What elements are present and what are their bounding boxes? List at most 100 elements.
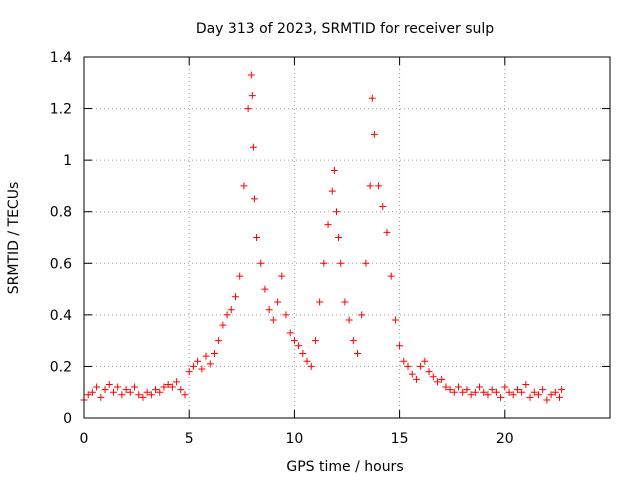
- data-point: [261, 285, 269, 293]
- data-point: [130, 383, 138, 391]
- data-point: [324, 221, 332, 229]
- data-point: [539, 386, 547, 394]
- data-point: [198, 365, 206, 373]
- data-point: [459, 388, 467, 396]
- data-point: [88, 388, 96, 396]
- data-point: [522, 380, 530, 388]
- data-point: [164, 380, 172, 388]
- data-point: [349, 337, 357, 345]
- data-point: [337, 259, 345, 267]
- y-tick-label: 0.2: [50, 359, 72, 375]
- data-point: [231, 293, 239, 301]
- data-point: [442, 383, 450, 391]
- y-tick-label: 0.6: [50, 256, 72, 272]
- data-point: [227, 306, 235, 314]
- data-point: [530, 388, 538, 396]
- data-point: [463, 386, 471, 394]
- data-point: [253, 234, 261, 241]
- data-point: [341, 298, 349, 306]
- data-point: [484, 391, 492, 399]
- x-tick-label: 5: [185, 431, 194, 447]
- data-point: [558, 386, 566, 394]
- data-point: [513, 386, 521, 394]
- data-point: [307, 362, 315, 370]
- data-point: [476, 383, 484, 391]
- data-point: [400, 357, 408, 365]
- data-point: [425, 368, 433, 376]
- data-point: [316, 298, 324, 306]
- data-point: [249, 143, 257, 151]
- data-point: [177, 386, 185, 394]
- y-tick-label: 0.8: [50, 205, 72, 221]
- data-point: [299, 350, 307, 358]
- data-point: [236, 272, 244, 280]
- data-point: [332, 208, 340, 216]
- data-point: [446, 386, 454, 394]
- data-point: [290, 337, 298, 345]
- data-point: [278, 272, 286, 280]
- data-points: [80, 71, 566, 404]
- data-point: [244, 105, 252, 113]
- data-point: [240, 182, 248, 190]
- data-point: [387, 272, 395, 280]
- data-point: [194, 357, 202, 365]
- data-point: [330, 166, 338, 174]
- data-point: [429, 373, 437, 381]
- gridlines: [84, 57, 610, 418]
- data-point: [215, 337, 223, 345]
- data-point: [467, 391, 475, 399]
- data-point: [480, 388, 488, 396]
- data-point: [109, 388, 117, 396]
- data-point: [122, 386, 130, 394]
- data-point: [97, 393, 105, 401]
- data-point: [114, 383, 122, 391]
- data-point: [438, 375, 446, 383]
- data-point: [518, 388, 526, 396]
- data-point: [320, 259, 328, 267]
- data-point: [471, 388, 479, 396]
- data-point: [335, 234, 343, 241]
- data-point: [370, 130, 378, 138]
- data-point: [250, 195, 258, 203]
- data-point: [455, 383, 463, 391]
- data-point: [551, 388, 559, 396]
- data-point: [543, 396, 551, 404]
- x-tick-label: 20: [496, 431, 514, 447]
- chart-title: Day 313 of 2023, SRMTID for receiver sul…: [196, 21, 494, 37]
- data-point: [534, 391, 542, 399]
- data-point: [156, 388, 164, 396]
- data-point: [135, 391, 143, 399]
- data-point: [93, 383, 101, 391]
- data-point: [101, 386, 109, 394]
- data-point: [219, 321, 227, 329]
- data-point: [152, 386, 160, 394]
- data-point: [375, 182, 383, 190]
- x-tick-label: 15: [391, 431, 409, 447]
- data-point: [303, 357, 311, 365]
- data-point: [421, 357, 429, 365]
- data-point: [526, 393, 534, 401]
- data-point: [274, 298, 282, 306]
- data-point: [295, 342, 303, 350]
- data-point: [247, 71, 255, 79]
- data-point: [286, 329, 294, 337]
- data-point: [368, 94, 376, 102]
- data-point: [404, 362, 412, 370]
- data-point: [412, 375, 420, 383]
- data-point: [396, 342, 404, 350]
- plot-frame: [83, 56, 611, 419]
- data-point: [547, 391, 555, 399]
- data-point: [505, 388, 513, 396]
- data-point: [497, 393, 505, 401]
- data-point: [556, 393, 564, 401]
- x-tick-label: 0: [80, 431, 89, 447]
- data-point: [210, 350, 218, 358]
- data-point: [366, 182, 374, 190]
- y-axis-label: SRMTID / TECUs: [6, 182, 22, 295]
- data-point: [189, 362, 197, 370]
- data-point: [269, 316, 277, 324]
- data-point: [408, 370, 416, 378]
- data-point: [185, 368, 193, 376]
- data-point: [147, 391, 155, 399]
